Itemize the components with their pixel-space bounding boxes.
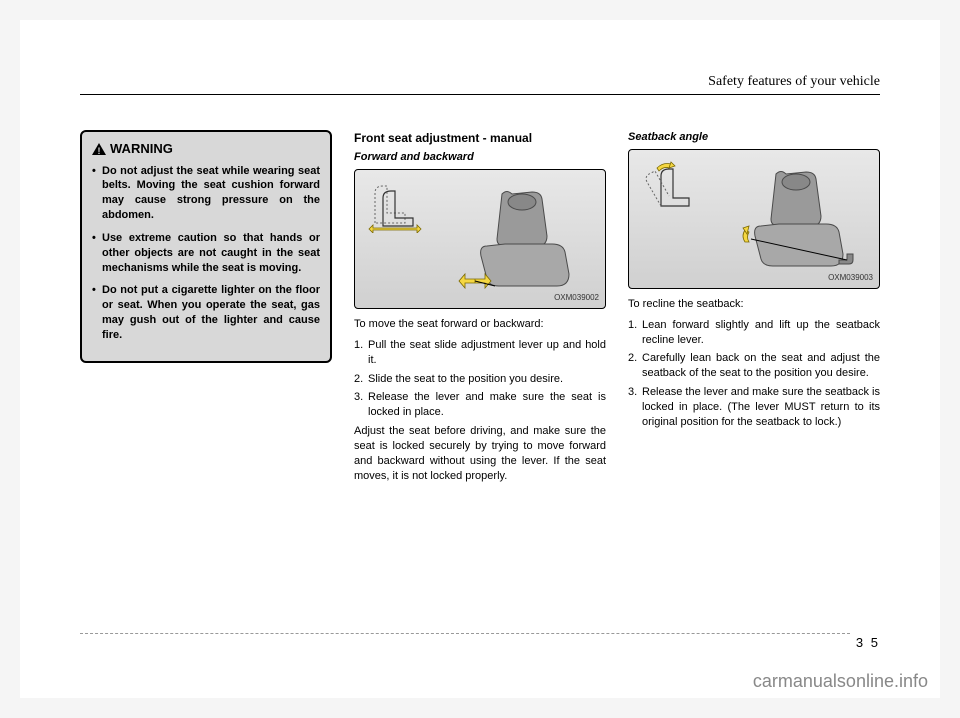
diagram-seatback-angle-icon (639, 158, 699, 213)
warning-item: Do not put a cigarette lighter on the fl… (92, 283, 320, 342)
sub-title: Seatback angle (628, 130, 880, 145)
warning-label: WARNING (110, 140, 173, 158)
manual-page: Safety features of your vehicle ! WARNIN… (20, 20, 940, 698)
header-title: Safety features of your vehicle (708, 74, 880, 89)
section-title: Front seat adjustment - manual (354, 130, 606, 146)
column-2: Front seat adjustment - manual Forward a… (354, 130, 606, 489)
svg-text:!: ! (98, 146, 101, 155)
figure-seatback-angle: OXM039003 (628, 149, 880, 289)
seat-illustration (731, 164, 861, 274)
figure-label: OXM039003 (828, 273, 873, 284)
outro-text: Adjust the seat before driving, and make… (354, 424, 606, 483)
column-1: ! WARNING Do not adjust the seat while w… (80, 130, 332, 489)
step-item: 3.Release the lever and make sure the se… (628, 385, 880, 430)
warning-triangle-icon: ! (92, 143, 106, 155)
step-item: 1.Pull the seat slide adjustment lever u… (354, 338, 606, 368)
sub-title: Forward and backward (354, 150, 606, 165)
seat-illustration (457, 184, 587, 294)
warning-item: Use extreme caution so that hands or oth… (92, 231, 320, 276)
step-item: 3.Release the lever and make sure the se… (354, 390, 606, 420)
warning-box: ! WARNING Do not adjust the seat while w… (80, 130, 332, 363)
watermark: carmanualsonline.info (753, 671, 928, 692)
warning-list: Do not adjust the seat while wearing sea… (92, 164, 320, 343)
page-number: 3 5 (856, 635, 880, 650)
step-item: 2.Slide the seat to the position you des… (354, 372, 606, 387)
step-item: 2.Carefully lean back on the seat and ad… (628, 351, 880, 381)
page-header: Safety features of your vehicle (80, 74, 880, 95)
step-item: 1.Lean forward slightly and lift up the … (628, 318, 880, 348)
warning-item: Do not adjust the seat while wearing sea… (92, 164, 320, 223)
column-3: Seatback angle (628, 130, 880, 489)
steps-list: 1.Pull the seat slide adjustment lever u… (354, 338, 606, 420)
footer-divider (80, 633, 850, 634)
warning-title: ! WARNING (92, 140, 320, 158)
intro-text: To recline the seatback: (628, 297, 880, 312)
figure-forward-backward: OXM039002 (354, 169, 606, 309)
figure-label: OXM039002 (554, 293, 599, 304)
diagram-seat-slide-icon (365, 178, 425, 233)
steps-list: 1.Lean forward slightly and lift up the … (628, 318, 880, 430)
content-columns: ! WARNING Do not adjust the seat while w… (80, 130, 880, 489)
intro-text: To move the seat forward or backward: (354, 317, 606, 332)
